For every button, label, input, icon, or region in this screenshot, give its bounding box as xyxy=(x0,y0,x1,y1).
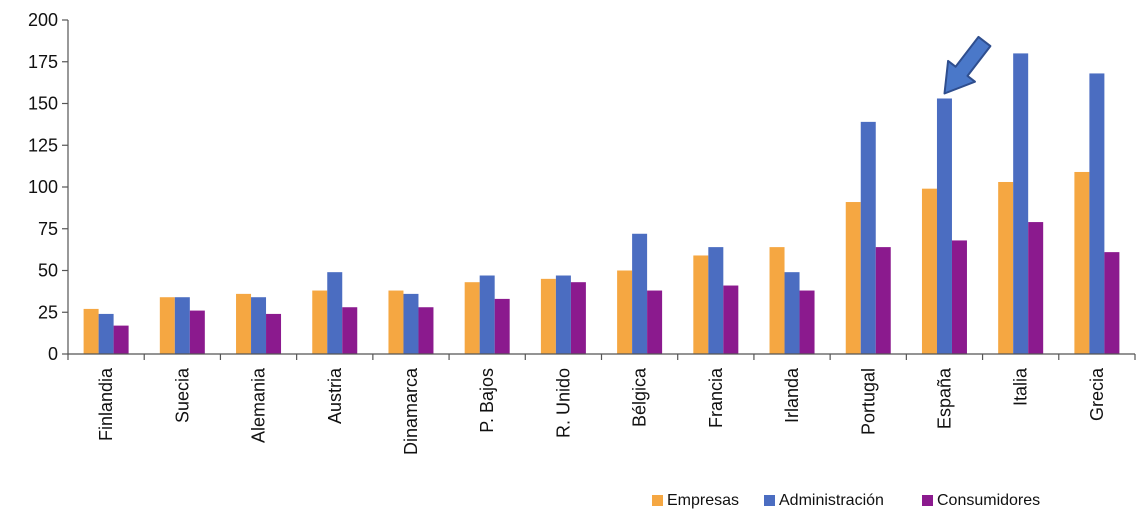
bar-administracion-suecia xyxy=(174,297,190,354)
y-tick-label: 200 xyxy=(28,10,58,30)
bar-empresas-irlanda xyxy=(769,247,785,354)
x-axis: Finlandia Suecia Alemania Austria Dinamarca P… xyxy=(67,353,1136,455)
y-tick-label: 75 xyxy=(38,219,58,239)
x-category-label: Francia xyxy=(706,367,726,428)
legend: Empresas Administración Consumidores xyxy=(652,492,1040,509)
bar-administracion-italia xyxy=(1013,53,1029,355)
bar-empresas-suecia xyxy=(159,297,175,354)
x-category-label: Portugal xyxy=(858,368,878,435)
bar-administracion-espana xyxy=(936,98,952,355)
bar-empresas-finlandia xyxy=(83,308,99,354)
x-category-label: Grecia xyxy=(1087,367,1107,421)
bar-empresas-francia xyxy=(693,255,709,354)
bar-consumidores-suecia xyxy=(189,310,205,354)
bar-administracion-alemania xyxy=(251,297,267,354)
legend-label-consumidores: Consumidores xyxy=(937,492,1040,509)
y-axis: 0 25 50 75 100 125 150 175 200 xyxy=(28,10,69,364)
bar-consumidores-p-bajos xyxy=(494,298,510,354)
bar-consumidores-alemania xyxy=(266,313,282,354)
bar-empresas-p-bajos xyxy=(464,282,480,354)
bar-consumidores-r-unido xyxy=(570,282,586,354)
y-tick-label: 150 xyxy=(28,94,58,114)
x-category-label: Finlandia xyxy=(96,367,116,441)
bar-empresas-dinamarca xyxy=(388,290,404,354)
legend-label-administracion: Administración xyxy=(779,492,884,509)
bar-empresas-portugal xyxy=(845,202,861,354)
x-category-label: P. Bajos xyxy=(477,368,497,433)
x-category-label: R. Unido xyxy=(553,368,573,438)
x-category-label: Italia xyxy=(1011,367,1031,406)
bar-empresas-belgica xyxy=(617,270,633,354)
bar-consumidores-finlandia xyxy=(113,325,129,354)
bar-administracion-dinamarca xyxy=(403,293,419,354)
bar-consumidores-dinamarca xyxy=(418,307,434,354)
bar-empresas-austria xyxy=(312,290,328,354)
x-category-label: España xyxy=(934,367,954,429)
bar-empresas-grecia xyxy=(1074,171,1090,354)
legend-label-empresas: Empresas xyxy=(667,492,739,509)
bar-consumidores-irlanda xyxy=(799,290,815,354)
y-tick-label: 0 xyxy=(48,344,58,364)
bar-empresas-r-unido xyxy=(540,278,556,354)
x-category-label: Alemania xyxy=(249,367,269,443)
bar-consumidores-italia xyxy=(1028,222,1044,354)
bar-administracion-portugal xyxy=(860,121,876,355)
bar-consumidores-espana xyxy=(951,240,967,354)
x-category-label: Austria xyxy=(325,367,345,424)
bar-administracion-r-unido xyxy=(555,275,571,354)
annotation-group xyxy=(943,35,992,95)
x-category-label: Bélgica xyxy=(630,367,650,427)
legend-swatch-administracion xyxy=(764,495,775,506)
bar-administracion-belgica xyxy=(632,233,648,354)
y-tick-label: 25 xyxy=(38,302,58,322)
bar-empresas-espana xyxy=(921,188,937,354)
bar-administracion-grecia xyxy=(1089,73,1105,354)
bar-administracion-francia xyxy=(708,247,724,354)
bar-administracion-finlandia xyxy=(98,313,114,354)
legend-swatch-consumidores xyxy=(922,495,933,506)
y-tick-label: 100 xyxy=(28,177,58,197)
bar-consumidores-francia xyxy=(723,285,739,354)
bar-consumidores-austria xyxy=(342,307,358,354)
bar-administracion-irlanda xyxy=(784,272,800,354)
y-tick-label: 175 xyxy=(28,52,58,72)
legend-swatch-empresas xyxy=(652,495,663,506)
bar-consumidores-grecia xyxy=(1104,252,1120,354)
arrow-icon xyxy=(943,35,992,95)
x-category-label: Suecia xyxy=(172,367,192,423)
x-category-label: Dinamarca xyxy=(401,367,421,455)
bar-administracion-austria xyxy=(327,272,343,354)
bar-empresas-alemania xyxy=(236,293,252,354)
y-tick-label: 50 xyxy=(38,261,58,281)
x-category-label: Irlanda xyxy=(782,367,802,423)
bar-consumidores-belgica xyxy=(647,290,663,354)
bar-consumidores-portugal xyxy=(875,247,891,354)
bars-group xyxy=(83,53,1120,355)
bar-empresas-italia xyxy=(998,181,1014,354)
y-tick-label: 125 xyxy=(28,135,58,155)
bar-administracion-p-bajos xyxy=(479,275,495,354)
